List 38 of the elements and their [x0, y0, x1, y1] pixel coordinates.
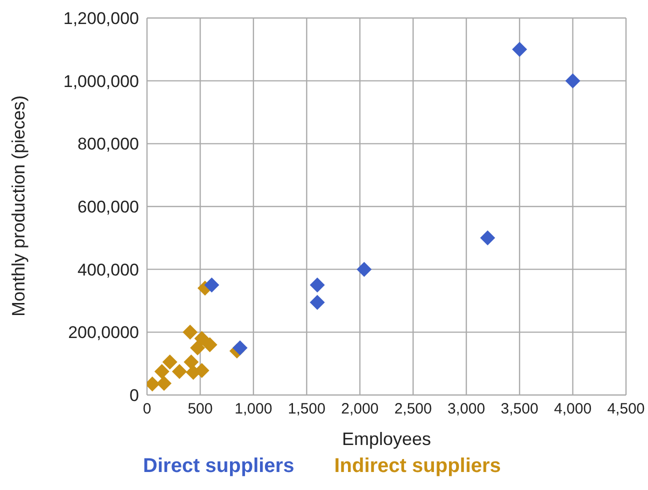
point: [356, 262, 372, 277]
x-tick-label: 500: [188, 400, 213, 418]
point: [204, 278, 220, 293]
point: [310, 294, 325, 310]
y-tick-label: 200,0000: [68, 323, 139, 342]
y-tick-label: 400,000: [78, 260, 139, 280]
y-axis-title: Monthly production (pieces): [8, 95, 28, 316]
x-tick-label: 2,500: [394, 400, 432, 418]
point: [190, 340, 206, 356]
text: Indirect suppliers: [334, 455, 501, 478]
y-tick-label: 1,000,000: [63, 72, 139, 91]
point: [162, 354, 178, 370]
point: [480, 230, 496, 246]
x-tick-label: 1,500: [288, 400, 326, 418]
x-tick-label: 0: [142, 400, 152, 418]
x-axis-title: Employees: [342, 429, 432, 449]
point: [156, 376, 172, 391]
point: [202, 337, 218, 352]
x-tick-label: 3,500: [500, 400, 538, 418]
point: [565, 73, 580, 88]
point: [512, 42, 528, 57]
x-tick-label: 4,000: [554, 400, 592, 418]
point: [182, 324, 198, 340]
point: [184, 354, 199, 370]
point: [232, 340, 248, 356]
y-tick-label: 800,000: [78, 134, 139, 154]
y-tick-label: 1,200,000: [63, 9, 139, 28]
point: [194, 330, 210, 346]
point: [310, 278, 325, 293]
x-tick-label: 4,500: [607, 400, 645, 418]
x-tick-label: 3,000: [448, 400, 486, 418]
point: [154, 364, 170, 379]
y-tick-label: 600,000: [78, 198, 139, 217]
x-tick-label: 1,000: [234, 400, 272, 418]
text: Direct suppliers: [143, 455, 294, 478]
point: [172, 364, 187, 379]
y-tick-label: 0: [130, 386, 139, 406]
x-tick-label: 2,000: [341, 400, 379, 418]
